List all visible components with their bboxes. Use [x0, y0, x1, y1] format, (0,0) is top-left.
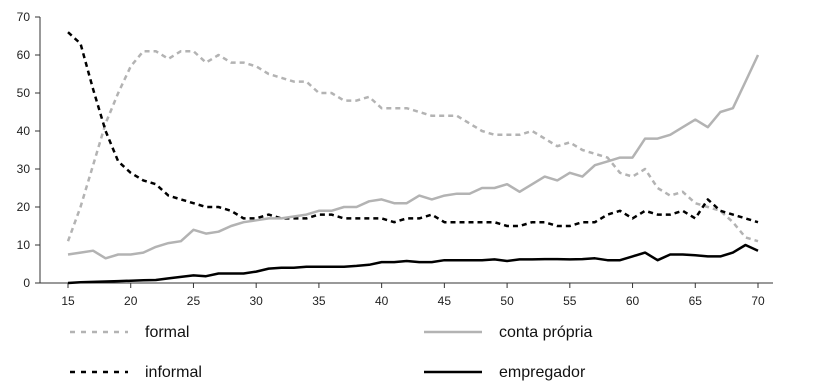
y-tick-label: 30 — [17, 162, 31, 176]
chart-series — [66, 31, 760, 285]
x-tick-label: 60 — [626, 294, 640, 308]
chart-axes — [39, 17, 773, 284]
x-tick-label: 20 — [124, 294, 138, 308]
x-tick-label: 50 — [500, 294, 514, 308]
series-line-formal — [66, 49, 759, 243]
legend-label: conta própria — [499, 324, 592, 341]
x-tick-label: 45 — [438, 294, 452, 308]
y-tick-label: 60 — [17, 48, 31, 62]
legend-label: informal — [145, 364, 202, 381]
series-line-informal — [67, 31, 759, 228]
x-tick-label: 70 — [751, 294, 765, 308]
x-tick-label: 40 — [375, 294, 389, 308]
x-tick-label: 30 — [250, 294, 264, 308]
y-axis-ticks: 0 10 20 30 40 50 60 70 — [17, 10, 40, 290]
x-tick-label: 55 — [563, 294, 577, 308]
series-line-empregador — [67, 243, 759, 285]
y-tick-label: 0 — [23, 276, 30, 290]
legend-label: empregador — [499, 364, 586, 381]
y-tick-label: 10 — [17, 238, 31, 252]
chart-legend: formal informal conta própria empregador — [70, 324, 592, 381]
x-tick-label: 25 — [187, 294, 201, 308]
x-tick-label: 65 — [689, 294, 703, 308]
series-line-conta-própria — [67, 54, 760, 260]
y-tick-label: 50 — [17, 86, 31, 100]
y-tick-label: 20 — [17, 200, 31, 214]
y-tick-label: 70 — [17, 10, 31, 24]
legend-label: formal — [145, 324, 189, 341]
y-tick-label: 40 — [17, 124, 31, 138]
x-tick-label: 35 — [312, 294, 326, 308]
x-axis-ticks: 15 20 25 30 35 40 45 50 55 60 65 70 — [61, 283, 765, 308]
x-tick-label: 15 — [61, 294, 75, 308]
